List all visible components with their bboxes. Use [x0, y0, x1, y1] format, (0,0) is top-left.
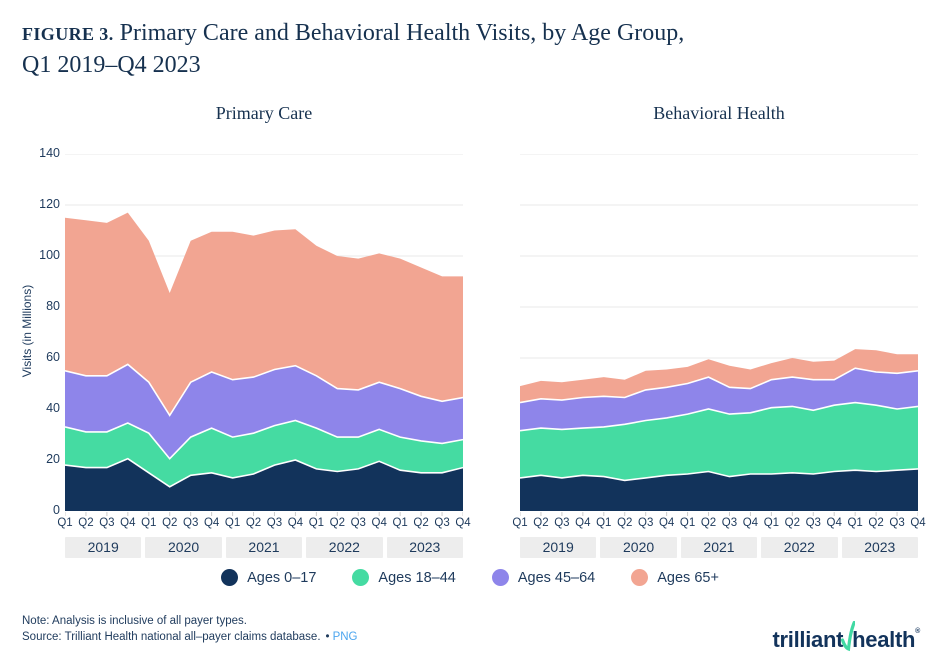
- quarter-label: Q3: [889, 517, 905, 529]
- source-text: Source: Trilliant Health national all–pa…: [22, 631, 321, 643]
- logo-word-health: health: [852, 627, 916, 652]
- quarter-label: Q3: [554, 517, 570, 529]
- year-band: 2020: [600, 537, 677, 558]
- y-axis-tick-label: 40: [46, 401, 60, 415]
- quarter-label: Q1: [596, 517, 612, 529]
- quarter-label: Q1: [679, 517, 696, 529]
- y-axis-tick-label: 60: [46, 350, 60, 364]
- legend-item-label: Ages 45–64: [517, 569, 596, 586]
- legend-swatch-icon: [352, 569, 370, 586]
- legend-swatch-icon: [491, 569, 509, 586]
- quarter-label: Q4: [287, 517, 304, 529]
- quarter-label: Q1: [847, 517, 863, 529]
- quarter-label: Q3: [266, 517, 283, 529]
- quarter-label: Q1: [392, 517, 408, 529]
- legend-item-label: Ages 18–44: [378, 569, 456, 586]
- quarter-label: Q3: [721, 517, 738, 529]
- trilliant-health-logo: trilliant health®: [772, 620, 920, 653]
- quarter-label: Q4: [910, 517, 926, 529]
- quarter-label: Q2: [413, 517, 429, 529]
- quarter-label: Q1: [308, 517, 325, 529]
- year-band: 2020: [145, 537, 222, 558]
- y-axis-tick-label: 100: [39, 248, 60, 262]
- figure-title-line2: Q1 2019–Q4 2023: [22, 52, 201, 78]
- chart-title-primary-care: Primary Care: [215, 103, 313, 123]
- quarter-label: Q2: [162, 517, 178, 529]
- figure-title-text: Primary Care and Behavioral Health Visit…: [119, 20, 685, 46]
- quarter-label: Q4: [658, 517, 675, 529]
- quarter-label: Q1: [141, 517, 157, 529]
- quarter-label: Q2: [78, 517, 94, 529]
- quarter-label: Q1: [512, 517, 528, 529]
- footnotes: Note: Analysis is inclusive of all payer…: [22, 613, 357, 645]
- note-line: Note: Analysis is inclusive of all payer…: [22, 615, 247, 627]
- year-band: 2022: [761, 537, 838, 558]
- figure-label: FIGURE 3.: [22, 24, 114, 44]
- source-line: Source: Trilliant Health national all–pa…: [22, 629, 357, 645]
- logo-mark-icon: [841, 620, 856, 652]
- legend-item: Ages 18–44: [352, 569, 456, 586]
- logo-word-trilliant: trilliant: [772, 627, 844, 652]
- quarter-label: Q1: [224, 517, 241, 529]
- quarter-label: Q2: [868, 517, 884, 529]
- quarter-label: Q4: [742, 517, 759, 529]
- quarter-label: Q4: [371, 517, 387, 529]
- quarter-label: Q2: [700, 517, 717, 529]
- legend: Ages 0–17 Ages 18–44 Ages 45–64 Ages 65+: [0, 569, 940, 586]
- quarter-label: Q1: [57, 517, 73, 529]
- y-axis-title: Visits (in Millions): [20, 284, 34, 378]
- quarter-label: Q4: [455, 517, 471, 529]
- quarter-label: Q3: [183, 517, 199, 529]
- quarter-label: Q2: [329, 517, 345, 529]
- figure-title: FIGURE 3. Primary Care and Behavioral He…: [22, 18, 902, 81]
- quarter-label: Q2: [245, 517, 262, 529]
- registered-mark: ®: [915, 628, 920, 635]
- quarter-label: Q3: [805, 517, 821, 529]
- y-axis-tick-label: 140: [39, 146, 60, 160]
- year-band: 2023: [386, 537, 463, 558]
- legend-item: Ages 45–64: [491, 569, 596, 586]
- quarter-label: Q2: [617, 517, 633, 529]
- quarter-label: Q3: [638, 517, 654, 529]
- primary-care-chart: [65, 154, 463, 516]
- y-axis-tick-label: 120: [39, 197, 60, 211]
- legend-swatch-icon: [221, 569, 239, 586]
- y-axis-tick-label: 0: [53, 503, 60, 517]
- bullet-separator: •: [325, 631, 330, 643]
- quarter-label: Q4: [203, 517, 220, 529]
- quarter-label: Q1: [763, 517, 780, 529]
- quarter-label: Q3: [434, 517, 450, 529]
- quarter-label: Q2: [784, 517, 800, 529]
- behavioral-health-chart: [520, 154, 918, 516]
- quarter-label: Q4: [575, 517, 591, 529]
- quarter-label: Q4: [120, 517, 136, 529]
- quarter-label: Q3: [350, 517, 366, 529]
- year-band: 2023: [841, 537, 918, 558]
- y-axis-tick-label: 80: [46, 299, 60, 313]
- legend-item-label: Ages 65+: [657, 569, 719, 586]
- y-axis-tick-label: 20: [46, 452, 60, 466]
- png-download-link[interactable]: PNG: [332, 631, 358, 643]
- quarter-label: Q4: [826, 517, 842, 529]
- legend-item: Ages 65+: [631, 569, 719, 586]
- year-band: 2019: [520, 537, 597, 558]
- year-band: 2019: [65, 537, 142, 558]
- quarter-label: Q3: [99, 517, 115, 529]
- quarter-label: Q2: [533, 517, 549, 529]
- legend-item: Ages 0–17: [221, 569, 316, 586]
- year-band: 2021: [680, 537, 758, 558]
- legend-swatch-icon: [631, 569, 649, 586]
- legend-item-label: Ages 0–17: [247, 569, 317, 586]
- chart-title-behavioral-health: Behavioral Health: [653, 103, 785, 123]
- year-band: 2021: [225, 537, 303, 558]
- year-band: 2022: [306, 537, 383, 558]
